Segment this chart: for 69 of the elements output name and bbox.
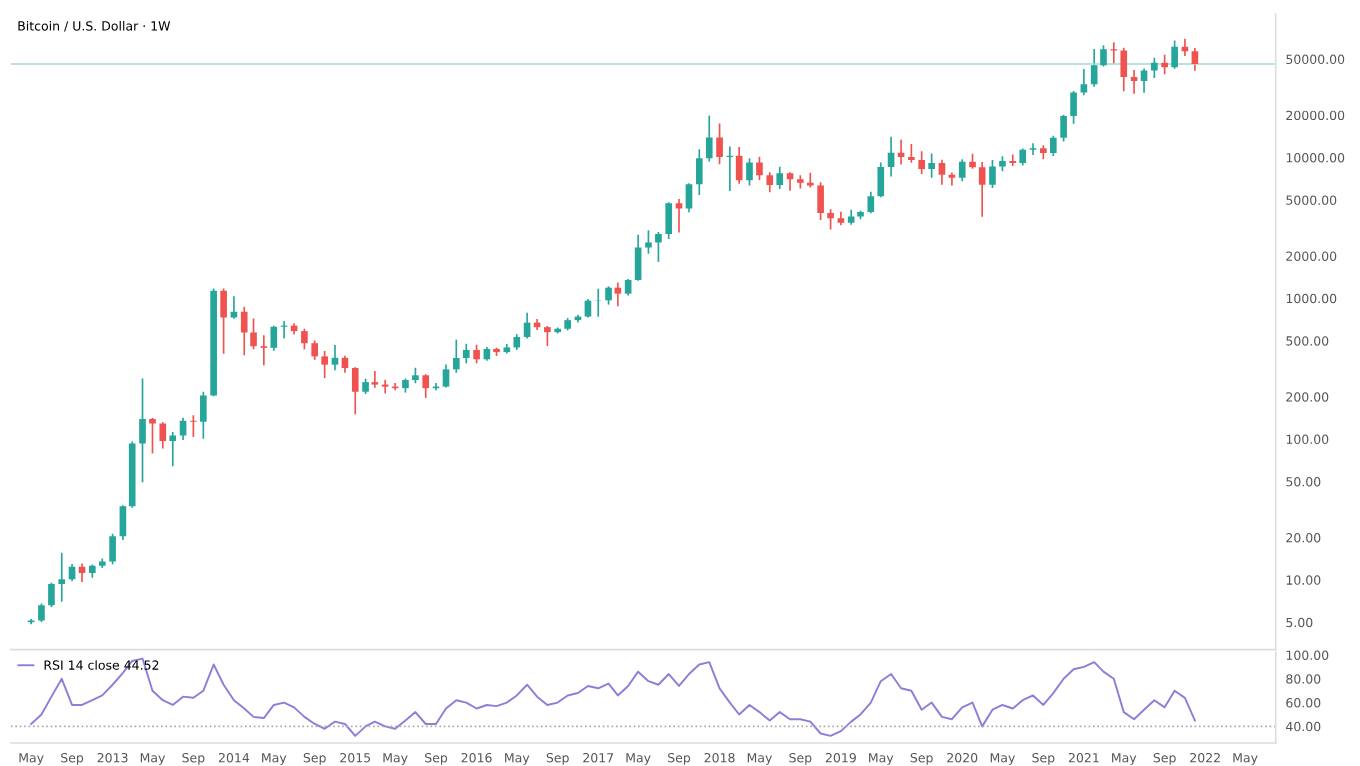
candlestick (614, 282, 622, 307)
candlestick (948, 172, 956, 186)
candlestick (1171, 40, 1178, 69)
candlestick (119, 505, 127, 540)
candlestick (958, 159, 966, 182)
candlestick (786, 172, 794, 191)
candlestick (250, 318, 257, 350)
candlestick (735, 147, 743, 184)
candlestick (48, 582, 55, 608)
candlestick (1191, 48, 1199, 71)
candlestick (1151, 57, 1158, 78)
candlestick (806, 172, 814, 188)
candlestick (442, 364, 450, 388)
candlestick (422, 374, 430, 398)
candlestick (1029, 143, 1037, 156)
candlestick (260, 335, 268, 366)
candlestick (817, 182, 824, 221)
candlestick (159, 422, 167, 449)
candlestick (634, 234, 642, 281)
candlestick (109, 533, 116, 565)
candlestick (1100, 45, 1107, 67)
candlestick (1070, 90, 1077, 124)
candlestick (321, 350, 328, 379)
candlestick (331, 344, 339, 371)
candlestick (695, 149, 703, 195)
candlestick (918, 151, 925, 175)
candlestick (989, 160, 996, 189)
candlestick (1090, 48, 1098, 87)
candlestick (200, 391, 207, 439)
candlestick (978, 161, 986, 217)
candlestick (665, 202, 673, 239)
candlestick (675, 199, 683, 233)
candlestick (27, 619, 35, 625)
candlestick (938, 159, 946, 185)
candlestick (179, 417, 187, 440)
candlestick (877, 162, 885, 198)
candlestick (594, 288, 602, 317)
candlestick (351, 367, 359, 415)
candlestick (149, 417, 156, 454)
candlestick (452, 339, 460, 373)
candlestick (776, 166, 784, 189)
candlestick (169, 431, 177, 467)
candlestick (867, 191, 875, 214)
candlestick (1049, 135, 1057, 156)
candlestick (98, 558, 106, 569)
candlestick (928, 153, 935, 178)
candlestick (716, 123, 723, 165)
candlestick (58, 552, 66, 602)
candlestick (139, 378, 146, 483)
candlestick (655, 231, 662, 262)
candlestick (371, 371, 379, 388)
candlestick (301, 328, 308, 350)
line-series (30, 657, 1196, 737)
candlestick (220, 288, 227, 354)
candlestick (1120, 47, 1128, 92)
candlestick (190, 415, 197, 437)
candlestick (1040, 145, 1047, 160)
candlestick (685, 183, 693, 213)
candlestick (270, 325, 278, 351)
candlestick (1009, 154, 1017, 166)
candlestick (766, 172, 774, 193)
candlestick (1130, 70, 1138, 94)
candlestick (756, 156, 763, 180)
candlestick (705, 115, 713, 162)
candlestick (827, 209, 834, 230)
candlestick (240, 306, 248, 356)
candlestick (746, 158, 753, 186)
candlestick (544, 326, 551, 346)
candlestick (1060, 114, 1067, 142)
